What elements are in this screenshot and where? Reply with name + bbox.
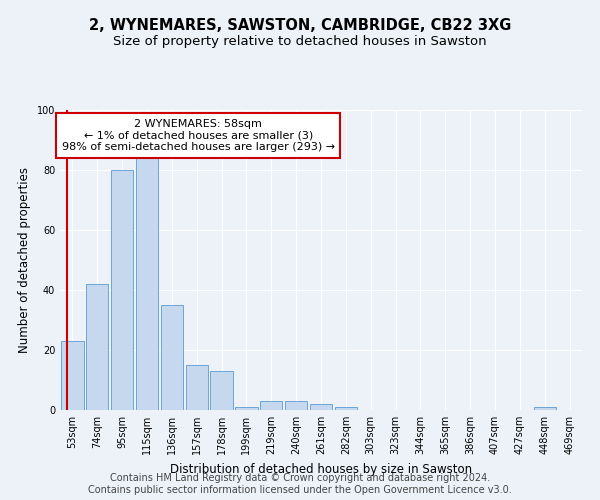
Bar xyxy=(161,305,183,410)
Bar xyxy=(61,341,83,410)
Bar xyxy=(111,170,133,410)
Bar xyxy=(235,407,257,410)
Bar xyxy=(335,407,357,410)
Bar xyxy=(136,158,158,410)
Bar xyxy=(211,371,233,410)
Bar xyxy=(285,401,307,410)
X-axis label: Distribution of detached houses by size in Sawston: Distribution of detached houses by size … xyxy=(170,462,472,475)
Text: Contains HM Land Registry data © Crown copyright and database right 2024.
Contai: Contains HM Land Registry data © Crown c… xyxy=(88,474,512,495)
Text: Size of property relative to detached houses in Sawston: Size of property relative to detached ho… xyxy=(113,35,487,48)
Y-axis label: Number of detached properties: Number of detached properties xyxy=(18,167,31,353)
Bar xyxy=(185,365,208,410)
Bar xyxy=(86,284,109,410)
Bar xyxy=(310,404,332,410)
Bar xyxy=(260,401,283,410)
Text: 2 WYNEMARES: 58sqm
← 1% of detached houses are smaller (3)
98% of semi-detached : 2 WYNEMARES: 58sqm ← 1% of detached hous… xyxy=(62,119,335,152)
Bar xyxy=(533,407,556,410)
Text: 2, WYNEMARES, SAWSTON, CAMBRIDGE, CB22 3XG: 2, WYNEMARES, SAWSTON, CAMBRIDGE, CB22 3… xyxy=(89,18,511,32)
